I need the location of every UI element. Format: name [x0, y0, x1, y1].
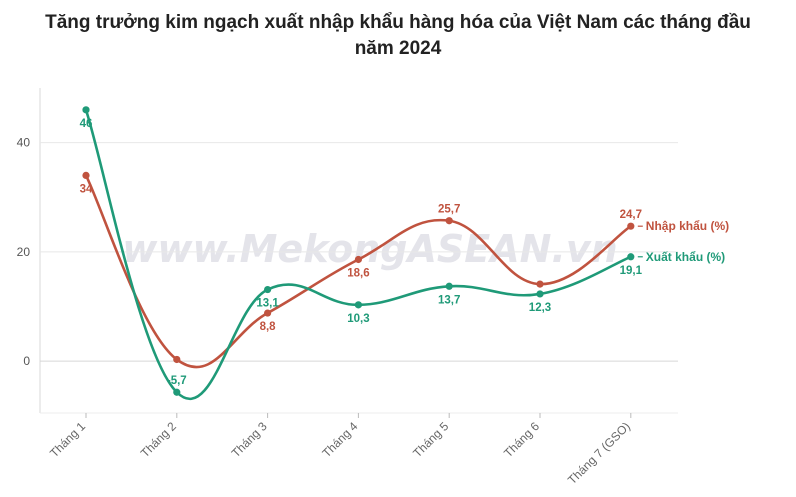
data-point	[536, 280, 544, 288]
x-tick-label: Tháng 4	[319, 419, 360, 460]
data-point	[536, 290, 544, 298]
data-point	[354, 255, 362, 264]
data-label: 34	[80, 183, 93, 195]
data-point	[445, 217, 453, 225]
data-label: 12,3	[529, 302, 551, 314]
data-label: 8,8	[260, 321, 277, 333]
data-point	[82, 106, 90, 114]
data-point	[82, 171, 90, 179]
chart-title: Tăng trưởng kim ngạch xuất nhập khẩu hàn…	[0, 10, 796, 62]
x-tick-label: Tháng 6	[501, 419, 542, 460]
x-tick-label: Tháng 2	[138, 419, 179, 460]
data-point	[445, 282, 453, 290]
data-label: 19,1	[620, 265, 643, 277]
data-label: 25,7	[438, 204, 460, 216]
y-tick-label: 0	[23, 354, 30, 368]
data-label: 13,7	[438, 294, 460, 306]
chart-title-line-1: Tăng trưởng kim ngạch xuất nhập khẩu hàn…	[45, 12, 751, 33]
x-tick-label: Tháng 7 (GSO)	[565, 419, 633, 487]
data-label: 46	[80, 118, 93, 130]
data-label: 10,3	[347, 313, 369, 325]
series-line-1	[84, 108, 633, 401]
y-tick-label: 20	[17, 245, 31, 259]
series-name-label: Xuất khẩu (%)	[646, 250, 725, 264]
data-point	[173, 388, 181, 396]
chart-title-line-2: năm 2024	[354, 38, 442, 59]
x-tick-label: Tháng 3	[229, 419, 270, 460]
x-tick-label: Tháng 1	[47, 419, 88, 460]
data-point	[627, 222, 635, 230]
data-point	[627, 253, 635, 261]
data-label: 18,6	[347, 268, 369, 280]
data-label: 24,7	[620, 209, 642, 221]
series-name-label: Nhập khẩu (%)	[646, 219, 729, 233]
data-point	[354, 301, 362, 309]
watermark: www.MekongASEAN.vn	[122, 227, 617, 271]
data-point	[264, 285, 272, 294]
data-label: 13,1	[256, 298, 279, 310]
y-tick-label: 40	[17, 136, 31, 150]
data-point	[264, 309, 272, 317]
data-point	[173, 355, 181, 364]
x-tick-label: Tháng 5	[410, 419, 451, 460]
data-label: -5,7	[167, 375, 187, 387]
